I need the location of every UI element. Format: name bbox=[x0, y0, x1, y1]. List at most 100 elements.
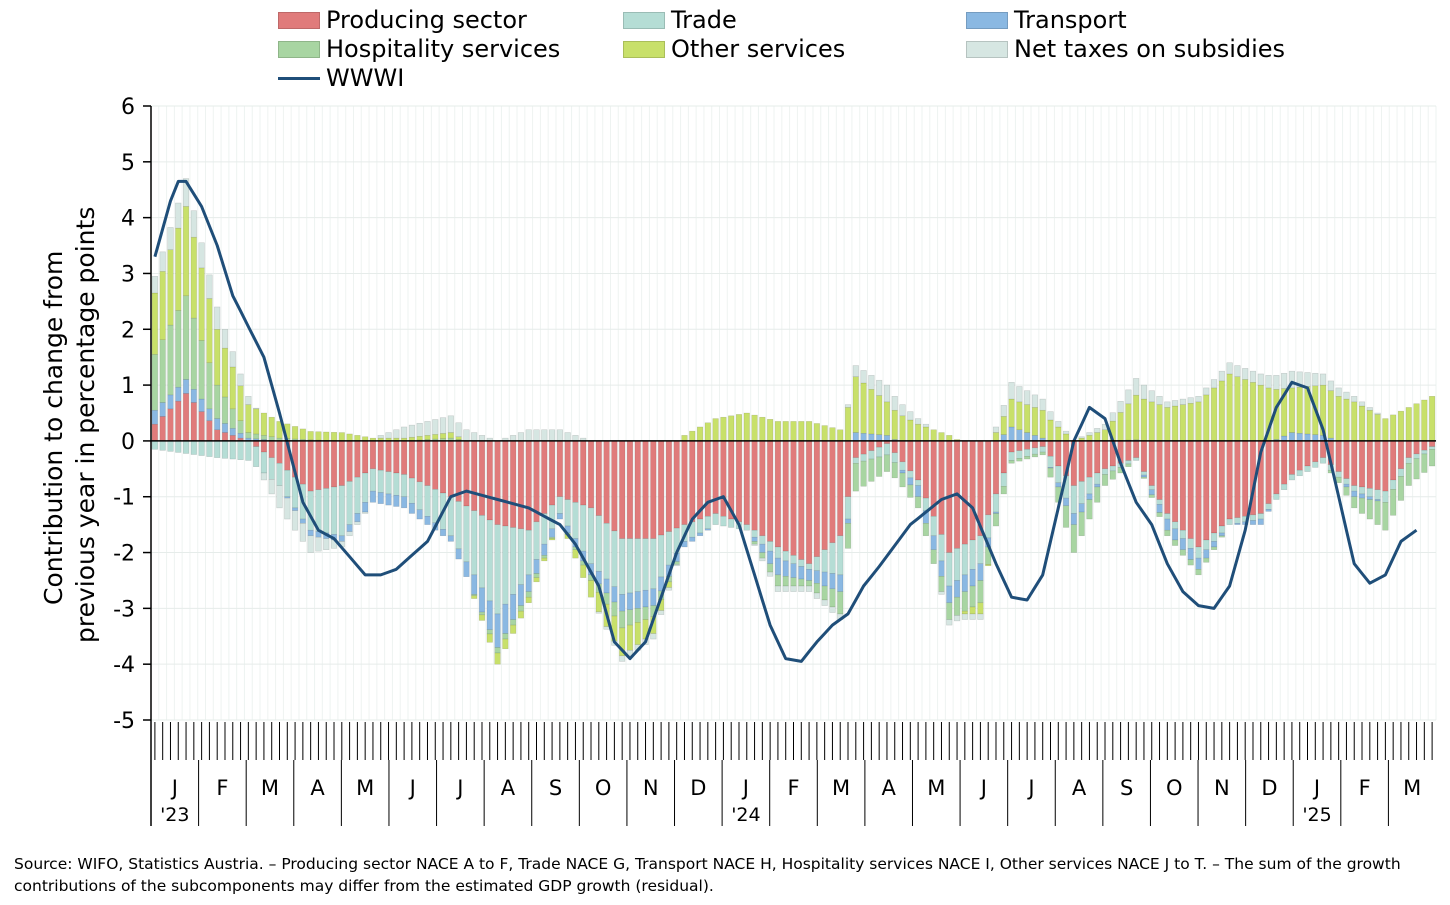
bar-segment bbox=[1429, 446, 1436, 450]
bar-segment bbox=[1351, 485, 1358, 492]
bar-segment bbox=[759, 535, 766, 545]
bar-segment bbox=[1265, 503, 1272, 510]
bar-segment bbox=[1063, 430, 1070, 435]
y-tick-label: -4 bbox=[113, 653, 135, 678]
bar-segment bbox=[1078, 503, 1085, 513]
bar-segment bbox=[393, 429, 400, 439]
y-tick-label: -5 bbox=[113, 709, 135, 734]
bar-segment bbox=[1210, 387, 1218, 442]
legend-trade: Trade bbox=[623, 6, 737, 34]
line-layer bbox=[153, 179, 1418, 663]
bar-segment bbox=[478, 587, 486, 613]
bar-segment bbox=[915, 485, 922, 497]
bar-segment bbox=[276, 421, 283, 439]
bar-segment bbox=[938, 591, 945, 595]
bar-segment bbox=[938, 432, 945, 442]
bar-segment bbox=[549, 440, 556, 506]
bar-segment bbox=[549, 538, 556, 541]
bar-segment bbox=[1063, 497, 1070, 507]
x-tick-label: F bbox=[1359, 776, 1371, 800]
bar-segment bbox=[790, 577, 797, 587]
bar-segment bbox=[852, 462, 859, 492]
bar-segment bbox=[844, 440, 852, 497]
bar-segment bbox=[525, 591, 532, 598]
bar-segment bbox=[401, 440, 408, 475]
bar-segment bbox=[891, 409, 898, 440]
bar-segment bbox=[1397, 410, 1405, 442]
bar-segment bbox=[1358, 440, 1366, 488]
bar-segment bbox=[198, 411, 205, 442]
bar-segment bbox=[619, 610, 626, 629]
bar-segment bbox=[806, 585, 813, 592]
bar-segment bbox=[393, 495, 400, 507]
bar-segment bbox=[260, 472, 267, 481]
bar-segment bbox=[1413, 440, 1420, 455]
bar-segment bbox=[587, 507, 595, 564]
bar-segment bbox=[1016, 401, 1023, 430]
bar-segment bbox=[992, 440, 1000, 495]
bar-segment bbox=[385, 432, 392, 439]
bar-segment bbox=[821, 549, 828, 573]
bar-segment bbox=[1164, 529, 1171, 537]
bar-segment bbox=[471, 432, 478, 442]
bar-segment bbox=[564, 440, 571, 500]
bar-segment bbox=[1078, 511, 1085, 537]
bar-segment bbox=[720, 416, 727, 442]
y-tick-label: 6 bbox=[121, 95, 135, 120]
bar-segment bbox=[478, 611, 486, 616]
bar-segment bbox=[1343, 486, 1350, 496]
bar-segment bbox=[292, 510, 299, 531]
bar-segment bbox=[1366, 440, 1373, 489]
bar-segment bbox=[782, 440, 789, 552]
bar-segment bbox=[486, 600, 493, 631]
legend-label-wwwi: WWWI bbox=[326, 64, 405, 92]
bar-segment bbox=[1374, 440, 1381, 490]
legend-wwwi: WWWI bbox=[278, 64, 404, 92]
bar-segment bbox=[1016, 440, 1023, 451]
bar-segment bbox=[1172, 405, 1179, 442]
bar-segment bbox=[416, 509, 423, 520]
x-tick-label: J bbox=[1312, 776, 1320, 800]
bar-segment bbox=[1148, 485, 1155, 490]
bar-segment bbox=[1312, 372, 1319, 387]
bar-segment bbox=[626, 538, 634, 594]
bar-segment bbox=[229, 408, 236, 429]
bar-segment bbox=[1374, 489, 1381, 500]
bar-segment bbox=[806, 580, 813, 587]
bar-segment bbox=[556, 513, 563, 520]
bar-segment bbox=[969, 440, 976, 541]
bar-segment bbox=[790, 585, 797, 592]
bar-segment bbox=[580, 504, 587, 552]
bar-segment bbox=[1257, 373, 1264, 386]
bar-segment bbox=[665, 440, 672, 532]
bar-segment bbox=[1281, 440, 1288, 485]
bar-segment bbox=[276, 440, 283, 464]
bar-segment bbox=[712, 513, 719, 525]
bar-segment bbox=[767, 550, 774, 564]
bar-segment bbox=[556, 496, 563, 514]
bar-segment bbox=[806, 421, 813, 442]
bar-segment bbox=[369, 490, 377, 503]
bar-segment bbox=[767, 541, 774, 552]
bar-segment bbox=[494, 652, 501, 665]
y-tick-label: -1 bbox=[113, 486, 135, 511]
bar-segment bbox=[1366, 409, 1373, 442]
bar-segment bbox=[798, 559, 805, 567]
bar-segment bbox=[1374, 500, 1381, 525]
bar-segment bbox=[806, 440, 813, 564]
bar-segment bbox=[798, 421, 805, 442]
bar-segment bbox=[1101, 429, 1109, 442]
bar-segment bbox=[517, 432, 524, 442]
bar-segment bbox=[463, 561, 470, 577]
legend-transport: Transport bbox=[966, 6, 1127, 34]
bar-segment bbox=[1405, 457, 1412, 464]
bar-segment bbox=[1203, 549, 1210, 559]
bar-segment bbox=[868, 375, 875, 390]
bar-segment bbox=[1358, 405, 1366, 442]
bar-segment bbox=[806, 569, 813, 581]
bar-segment bbox=[517, 605, 524, 612]
bar-segment bbox=[868, 440, 875, 451]
bar-segment bbox=[486, 519, 493, 602]
bar-segment bbox=[1055, 465, 1062, 484]
bar-segment bbox=[1039, 409, 1046, 439]
